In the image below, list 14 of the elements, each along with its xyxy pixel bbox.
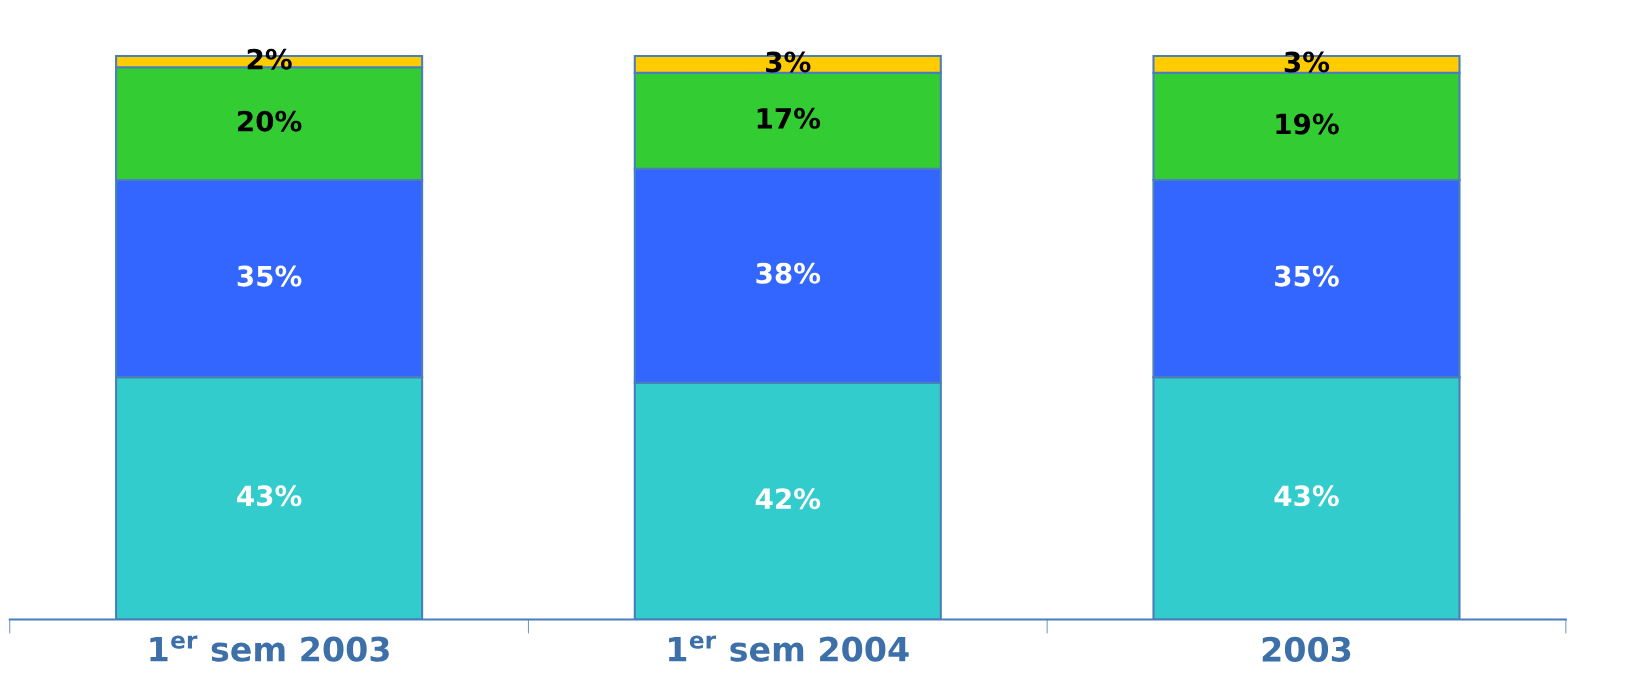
data-label: 35% — [1275, 265, 1339, 287]
x-tick-label: 1$^{er}$ sem 2003 — [150, 635, 389, 662]
data-label: 42% — [755, 488, 821, 510]
x-tick-label: 1$^{er}$ sem 2004 — [669, 635, 909, 662]
data-label: 19% — [1276, 113, 1339, 135]
data-label: 43% — [1274, 485, 1339, 507]
data-label: 20% — [238, 110, 302, 132]
data-label: 17% — [757, 107, 821, 129]
data-label: 3% — [1284, 51, 1330, 73]
data-label: 35% — [237, 265, 302, 287]
x-tick-label: 2003 — [1262, 636, 1351, 662]
data-label: 43% — [237, 485, 302, 507]
data-label: 3% — [766, 51, 811, 73]
data-label: 38% — [756, 262, 821, 284]
